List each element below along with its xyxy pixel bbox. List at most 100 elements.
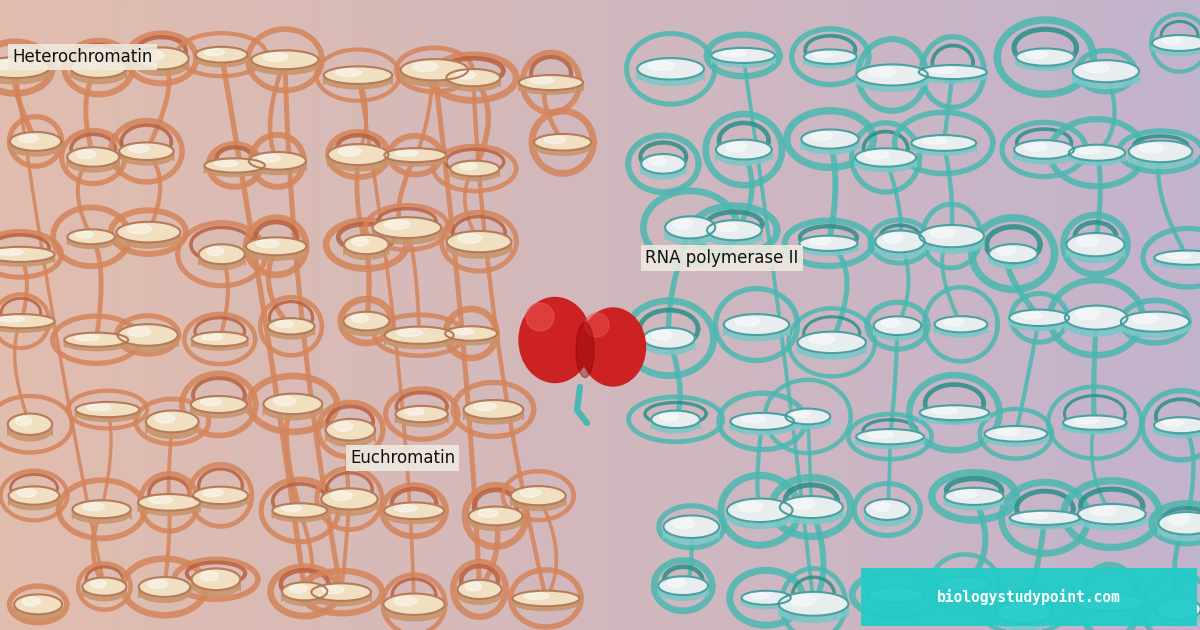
- Ellipse shape: [276, 320, 293, 328]
- Polygon shape: [940, 576, 990, 593]
- Ellipse shape: [919, 69, 986, 83]
- Bar: [460, 0, 466, 630]
- Bar: [616, 0, 622, 630]
- Bar: [192, 0, 198, 630]
- Bar: [756, 0, 762, 630]
- Ellipse shape: [72, 505, 131, 523]
- Polygon shape: [446, 69, 500, 87]
- Polygon shape: [383, 593, 445, 616]
- Polygon shape: [445, 326, 497, 341]
- Ellipse shape: [722, 50, 746, 57]
- Ellipse shape: [1009, 309, 1069, 326]
- Ellipse shape: [463, 400, 523, 419]
- Polygon shape: [1069, 145, 1126, 161]
- Polygon shape: [251, 50, 318, 70]
- Ellipse shape: [586, 313, 610, 337]
- Polygon shape: [264, 394, 323, 415]
- Ellipse shape: [259, 154, 280, 162]
- Bar: [84, 0, 90, 630]
- Ellipse shape: [127, 224, 151, 234]
- Bar: [632, 0, 638, 630]
- Bar: [912, 0, 918, 630]
- Polygon shape: [724, 314, 790, 336]
- Ellipse shape: [995, 428, 1019, 435]
- Ellipse shape: [191, 401, 247, 418]
- Bar: [948, 0, 954, 630]
- Bar: [208, 0, 214, 630]
- Bar: [16, 0, 22, 630]
- Bar: [528, 0, 534, 630]
- Bar: [272, 0, 278, 630]
- Ellipse shape: [8, 486, 60, 505]
- Ellipse shape: [83, 578, 126, 596]
- Ellipse shape: [404, 408, 425, 415]
- Bar: [108, 0, 114, 630]
- Polygon shape: [246, 238, 306, 256]
- Bar: [836, 0, 842, 630]
- Ellipse shape: [456, 71, 475, 79]
- Bar: [980, 0, 986, 630]
- Ellipse shape: [1133, 314, 1158, 323]
- Bar: [300, 0, 306, 630]
- Bar: [920, 0, 926, 630]
- Bar: [668, 0, 674, 630]
- Ellipse shape: [14, 600, 62, 620]
- Ellipse shape: [875, 231, 925, 253]
- Polygon shape: [641, 154, 685, 175]
- Bar: [740, 0, 746, 630]
- Bar: [396, 0, 402, 630]
- Bar: [904, 0, 910, 630]
- Bar: [268, 0, 274, 630]
- Ellipse shape: [83, 503, 104, 510]
- Ellipse shape: [0, 316, 24, 323]
- Ellipse shape: [534, 139, 592, 155]
- Text: Heterochromatin: Heterochromatin: [12, 48, 152, 66]
- Ellipse shape: [984, 426, 1048, 442]
- Polygon shape: [373, 217, 442, 239]
- Ellipse shape: [707, 220, 762, 240]
- Bar: [1016, 0, 1022, 630]
- Ellipse shape: [875, 236, 925, 258]
- Bar: [80, 0, 86, 630]
- Ellipse shape: [935, 321, 988, 337]
- Bar: [1032, 0, 1038, 630]
- Bar: [1176, 0, 1182, 630]
- Ellipse shape: [352, 314, 368, 323]
- Polygon shape: [665, 216, 715, 239]
- Ellipse shape: [712, 48, 775, 63]
- Bar: [1088, 0, 1094, 630]
- Ellipse shape: [149, 496, 172, 503]
- Ellipse shape: [868, 592, 924, 606]
- Polygon shape: [989, 244, 1038, 264]
- Bar: [324, 0, 330, 630]
- Ellipse shape: [344, 235, 389, 254]
- Polygon shape: [67, 147, 119, 168]
- Bar: [176, 0, 182, 630]
- Polygon shape: [450, 161, 499, 177]
- Ellipse shape: [272, 503, 328, 518]
- Ellipse shape: [264, 394, 323, 414]
- Ellipse shape: [457, 585, 502, 604]
- Ellipse shape: [804, 54, 857, 68]
- Ellipse shape: [1152, 40, 1200, 55]
- Bar: [768, 0, 774, 630]
- Polygon shape: [1009, 309, 1069, 327]
- Bar: [332, 0, 338, 630]
- Bar: [1048, 0, 1054, 630]
- Bar: [848, 0, 854, 630]
- Ellipse shape: [1016, 53, 1074, 71]
- Ellipse shape: [724, 314, 790, 335]
- Polygon shape: [72, 500, 131, 519]
- Ellipse shape: [193, 486, 248, 504]
- Ellipse shape: [1063, 420, 1127, 433]
- Bar: [720, 0, 726, 630]
- Ellipse shape: [707, 226, 762, 246]
- Bar: [464, 0, 470, 630]
- Bar: [144, 0, 150, 630]
- Polygon shape: [76, 402, 139, 418]
- Ellipse shape: [786, 409, 830, 425]
- Ellipse shape: [478, 509, 498, 517]
- Ellipse shape: [520, 297, 592, 382]
- Ellipse shape: [196, 47, 247, 62]
- Bar: [1192, 0, 1198, 630]
